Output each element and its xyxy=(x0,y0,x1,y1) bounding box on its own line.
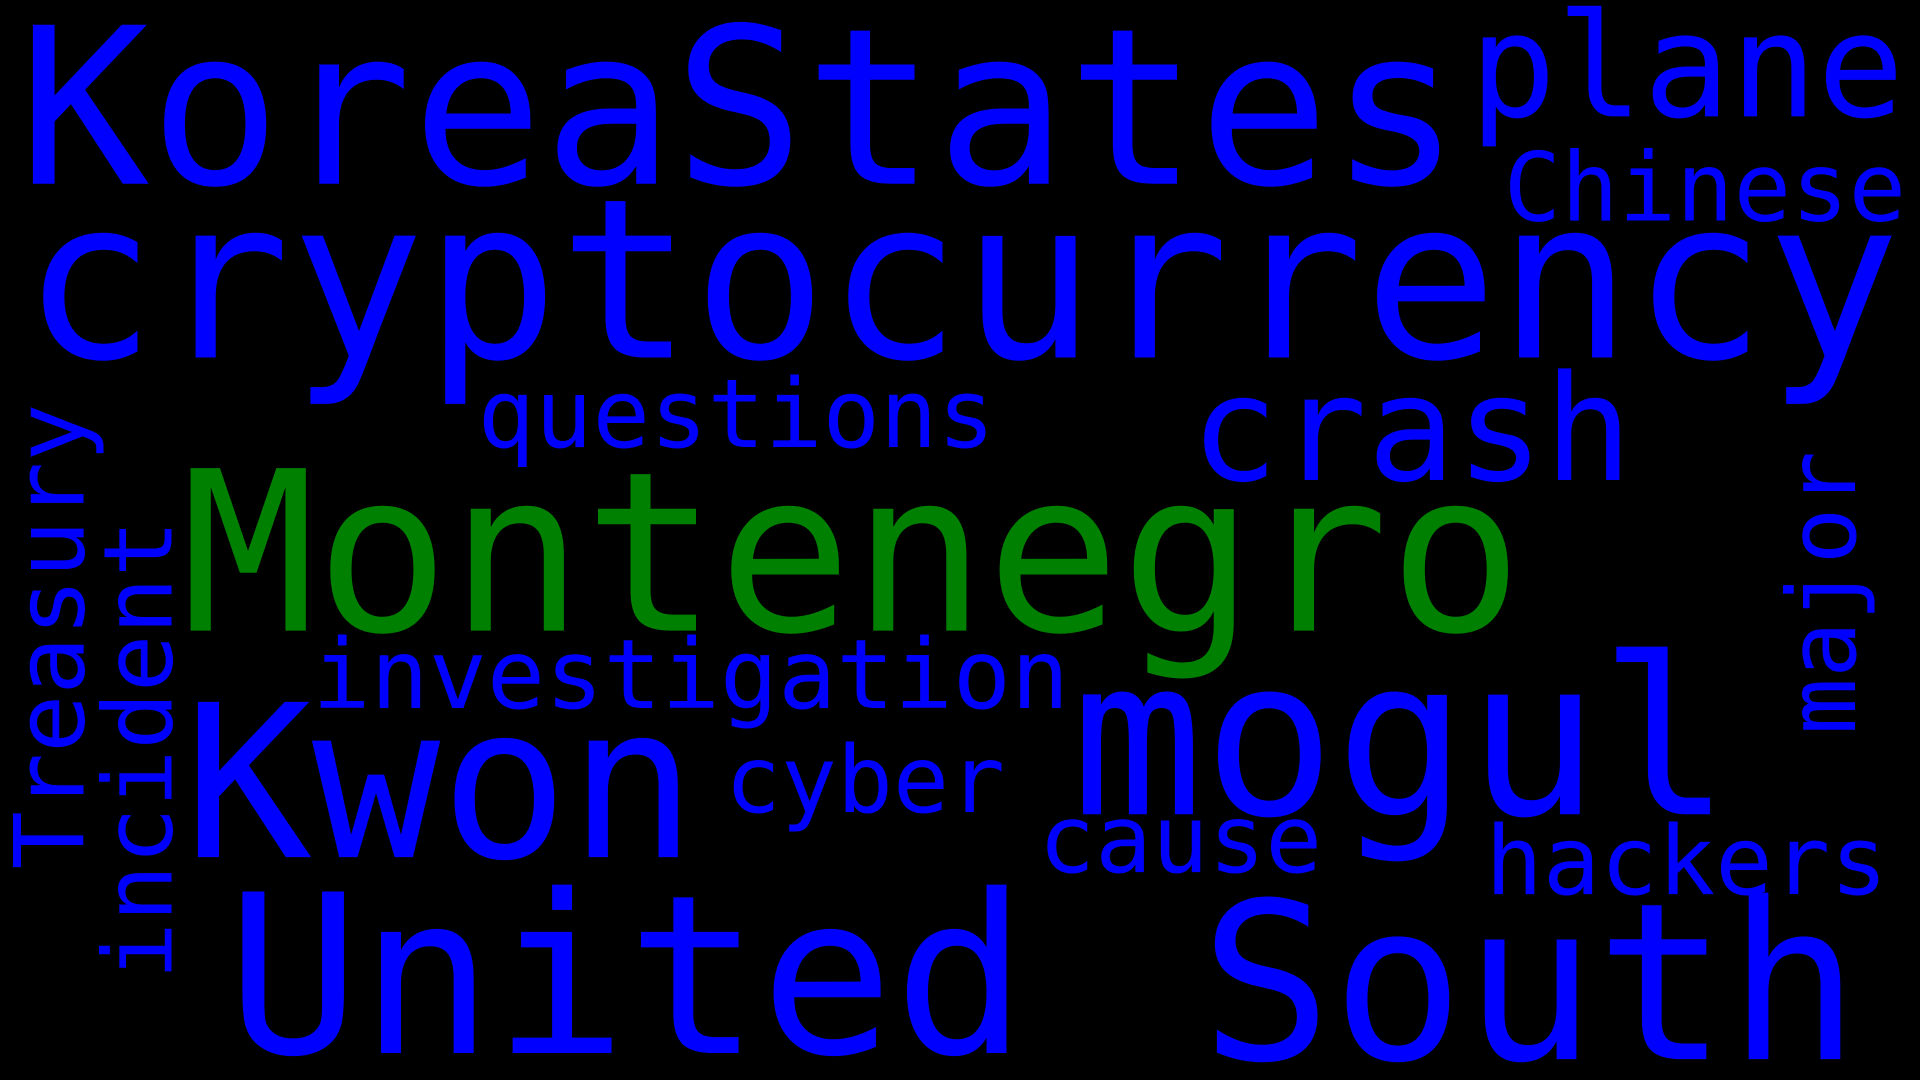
word: States xyxy=(673,0,1460,236)
word: Montenegro xyxy=(181,424,1523,684)
word: Kwon xyxy=(184,660,697,908)
word: crash xyxy=(1190,344,1632,515)
word: mogul xyxy=(1071,611,1731,866)
word: South xyxy=(1200,856,1860,1080)
word: cryptocurrency xyxy=(22,151,1900,411)
word: major xyxy=(1768,451,1878,735)
word: Treasury xyxy=(0,404,106,870)
word: United xyxy=(227,848,1028,1080)
word: Chinese xyxy=(1504,131,1906,243)
word: hackers xyxy=(1485,805,1887,917)
word: investigation xyxy=(312,618,1069,731)
word: cause xyxy=(1038,785,1322,895)
word: Korea xyxy=(18,0,674,236)
word: questions xyxy=(478,358,995,470)
word: cyber xyxy=(725,726,1005,834)
word: incident xyxy=(82,520,194,980)
word: plane xyxy=(1469,0,1904,151)
